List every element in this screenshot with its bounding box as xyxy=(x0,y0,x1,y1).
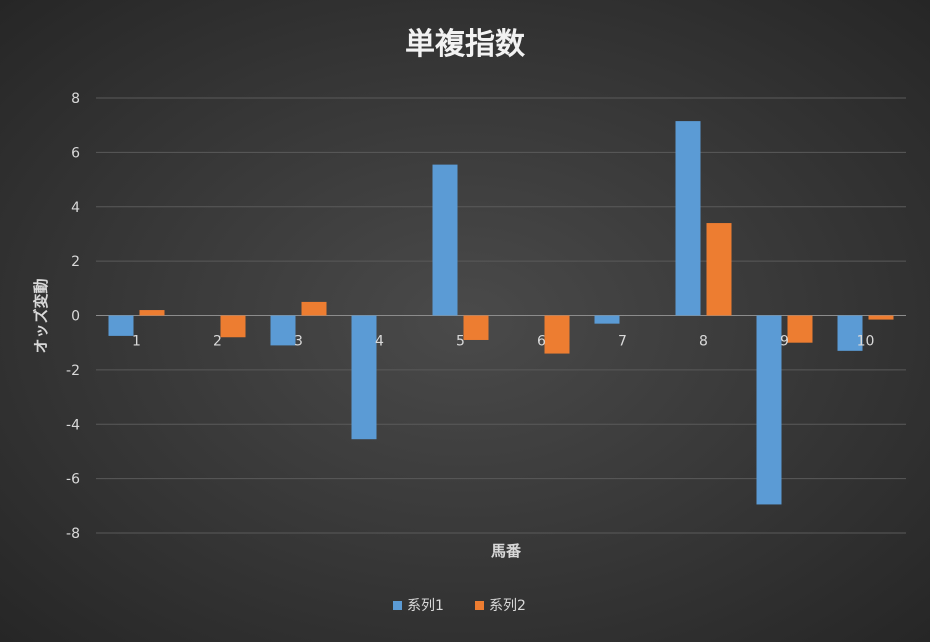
x-tick-label: 4 xyxy=(375,334,384,350)
x-tick-label: 10 xyxy=(857,334,875,350)
y-axis-label: オッズ変動 xyxy=(32,278,50,353)
y-tick-label: -8 xyxy=(66,526,80,542)
x-tick-label: 2 xyxy=(213,334,222,350)
y-tick-label: -4 xyxy=(66,417,80,433)
bar-series1-10 xyxy=(837,315,863,351)
y-tick-label: -2 xyxy=(66,363,80,379)
bar-series1-3 xyxy=(270,315,296,346)
bar-series2-1 xyxy=(139,310,165,316)
bar-series1-9 xyxy=(756,315,782,505)
bars xyxy=(108,121,894,505)
bar-series1-4 xyxy=(351,315,377,440)
y-tick-label: 8 xyxy=(71,91,80,107)
y-axis-ticks: -8 -6 -4 -2 0 2 4 6 8 xyxy=(66,91,80,542)
y-tick-label: 6 xyxy=(71,145,80,161)
y-tick-label: 4 xyxy=(71,200,80,216)
y-tick-label: -6 xyxy=(66,472,80,488)
x-tick-label: 5 xyxy=(456,334,465,350)
x-tick-label: 9 xyxy=(780,334,789,350)
x-tick-label: 8 xyxy=(699,334,708,350)
x-tick-label: 1 xyxy=(132,334,141,350)
legend-swatch-series2 xyxy=(475,601,484,610)
bar-series2-5 xyxy=(463,315,489,340)
x-tick-label: 3 xyxy=(294,334,303,350)
x-axis-ticks: 1 2 3 4 5 6 7 8 9 10 xyxy=(132,334,874,350)
legend-label-series2: 系列2 xyxy=(489,598,526,614)
bar-series2-6 xyxy=(544,315,570,354)
bar-series1-5 xyxy=(432,164,458,316)
bar-series2-2 xyxy=(220,315,246,338)
bar-series1-7 xyxy=(594,315,620,324)
gridlines xyxy=(96,97,906,534)
y-tick-label: 0 xyxy=(71,309,80,325)
x-tick-label: 7 xyxy=(618,334,627,350)
bar-series2-3 xyxy=(301,301,327,316)
bar-series2-8 xyxy=(706,223,732,316)
bar-series1-8 xyxy=(675,121,701,316)
bar-series2-9 xyxy=(787,315,813,343)
legend-label-series1: 系列1 xyxy=(407,598,444,614)
y-tick-label: 2 xyxy=(71,254,80,270)
chart-title: 単複指数 xyxy=(405,27,526,62)
x-tick-label: 6 xyxy=(537,334,546,350)
bar-series1-1 xyxy=(108,315,134,336)
legend: 系列1 系列2 xyxy=(393,598,526,614)
bar-series2-10 xyxy=(868,315,894,320)
legend-swatch-series1 xyxy=(393,601,402,610)
x-axis-label: 馬番 xyxy=(491,542,522,560)
